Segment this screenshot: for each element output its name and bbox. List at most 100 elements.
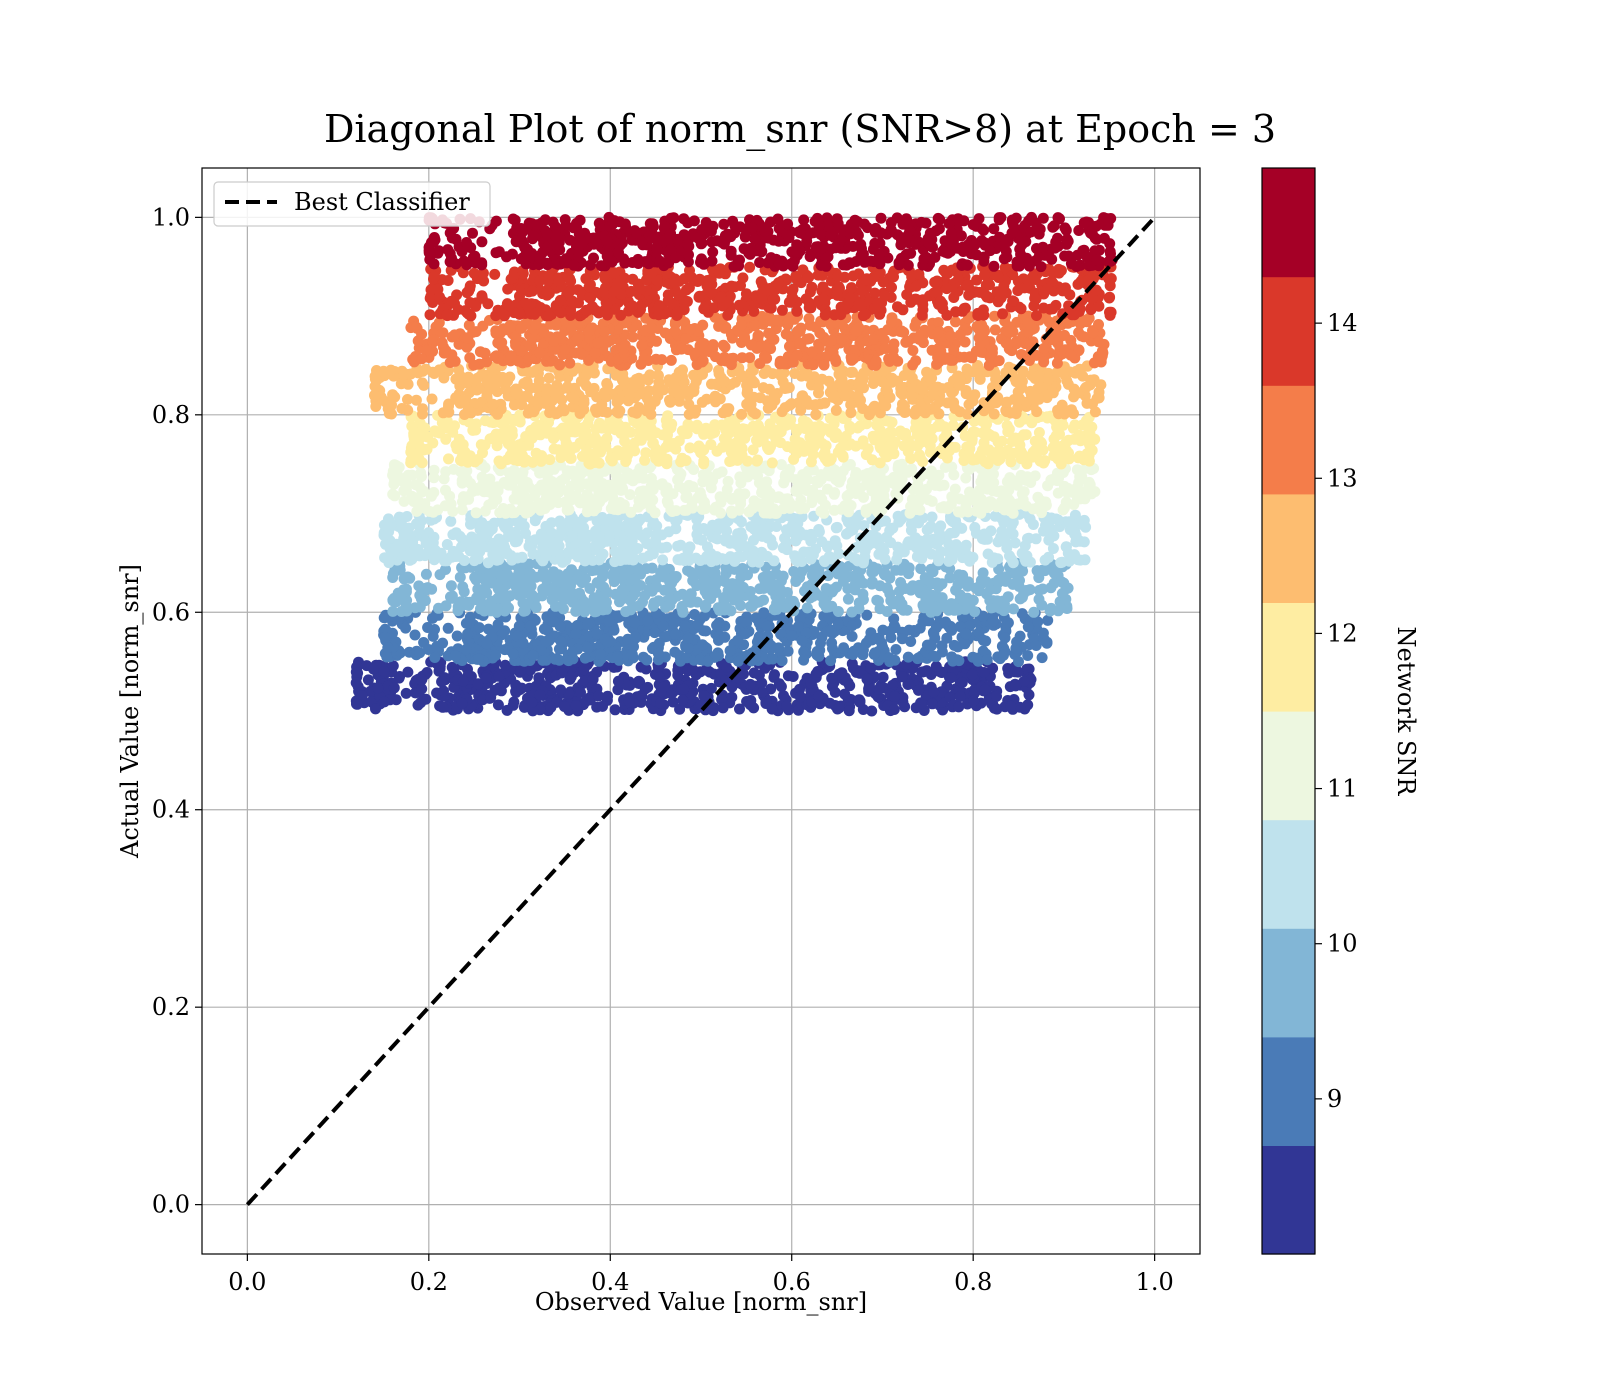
scatter-point xyxy=(862,443,874,455)
scatter-point xyxy=(796,566,808,578)
scatter-point xyxy=(409,629,421,641)
scatter-point xyxy=(805,456,817,468)
scatter-point xyxy=(856,376,868,388)
scatter-point xyxy=(960,472,972,484)
scatter-point xyxy=(1006,520,1018,531)
scatter-point xyxy=(933,525,945,537)
scatter-point xyxy=(527,705,539,717)
scatter-point xyxy=(884,416,895,428)
scatter-point xyxy=(387,605,399,617)
scatter-point xyxy=(888,704,900,715)
scatter-point xyxy=(499,659,511,671)
scatter-point xyxy=(851,542,863,553)
scatter-point xyxy=(495,458,507,470)
scatter-point xyxy=(773,642,785,654)
scatter-point xyxy=(789,528,801,540)
scatter-point xyxy=(1061,452,1072,464)
scatter-point xyxy=(711,619,723,631)
scatter-point xyxy=(420,568,432,580)
scatter-point xyxy=(776,655,788,667)
scatter-point xyxy=(726,691,738,703)
scatter-point xyxy=(805,677,817,689)
scatter-point xyxy=(1040,636,1052,648)
scatter-point xyxy=(594,417,605,429)
scatter-point xyxy=(950,539,962,551)
scatter-point xyxy=(928,686,940,698)
scatter-point xyxy=(456,477,468,489)
scatter-point xyxy=(567,530,578,542)
scatter-point xyxy=(818,507,830,519)
scatter-point xyxy=(608,566,620,578)
scatter-point xyxy=(866,578,878,590)
scatter-point xyxy=(1045,524,1057,535)
scatter-point xyxy=(556,524,568,536)
scatter-point xyxy=(618,569,630,581)
scatter-point xyxy=(710,521,722,533)
scatter-point xyxy=(416,674,427,686)
scatter-point xyxy=(579,597,591,608)
scatter-point xyxy=(988,408,1000,420)
scatter-point xyxy=(680,455,692,466)
scatter-point xyxy=(893,585,905,597)
scatter-point xyxy=(946,491,958,503)
scatter-point xyxy=(1095,379,1107,391)
scatter-point xyxy=(712,602,724,614)
scatter-point xyxy=(563,504,575,516)
scatter-point xyxy=(448,463,460,475)
scatter-point xyxy=(614,596,625,608)
scatter-point xyxy=(945,672,957,684)
scatter-point xyxy=(946,387,958,399)
scatter-point xyxy=(754,583,766,595)
scatter-point xyxy=(442,622,454,634)
scatter-point xyxy=(1059,502,1070,514)
scatter-point xyxy=(769,669,780,681)
scatter-point xyxy=(537,654,549,666)
scatter-point xyxy=(442,422,454,434)
scatter-point xyxy=(726,681,738,693)
scatter-point xyxy=(813,526,825,538)
scatter-point xyxy=(362,674,374,686)
scatter-point xyxy=(414,601,426,613)
scatter-point xyxy=(720,674,732,686)
scatter-point xyxy=(508,464,520,476)
scatter-point xyxy=(1010,577,1022,589)
scatter-point xyxy=(404,572,416,584)
scatter-point xyxy=(1000,535,1012,547)
scatter-point xyxy=(1045,602,1057,614)
scatter-point xyxy=(652,647,664,659)
scatter-point xyxy=(977,634,989,646)
scatter-point xyxy=(507,648,519,660)
scatter-point xyxy=(781,544,793,556)
scatter-point xyxy=(481,377,493,389)
scatter-point xyxy=(573,473,585,485)
scatter-point xyxy=(944,572,956,584)
scatter-point xyxy=(449,650,461,662)
scatter-point xyxy=(589,604,601,615)
scatter-point xyxy=(485,595,497,607)
scatter-point xyxy=(936,448,948,459)
scatter-point xyxy=(739,432,751,444)
scatter-point xyxy=(611,406,623,418)
scatter-point xyxy=(976,444,988,456)
scatter-point xyxy=(516,441,528,453)
scatter-point xyxy=(1029,470,1041,482)
scatter-point xyxy=(428,487,440,498)
scatter-point xyxy=(639,590,651,602)
scatter-point xyxy=(876,542,888,554)
scatter-point xyxy=(396,606,407,617)
scatter-point xyxy=(1010,680,1022,692)
scatter-point xyxy=(864,502,876,514)
scatter-point xyxy=(603,483,615,495)
scatter-point xyxy=(378,696,390,708)
scatter-point xyxy=(812,666,824,678)
scatter-point xyxy=(988,468,999,480)
scatter-point xyxy=(492,699,504,711)
scatter-point xyxy=(866,566,878,578)
scatter-point xyxy=(545,701,557,713)
scatter-point xyxy=(1083,433,1095,445)
scatter-point xyxy=(844,424,856,435)
scatter-point xyxy=(638,488,650,500)
scatter-point xyxy=(897,603,908,615)
scatter-point xyxy=(551,379,563,391)
scatter-point xyxy=(629,573,641,585)
